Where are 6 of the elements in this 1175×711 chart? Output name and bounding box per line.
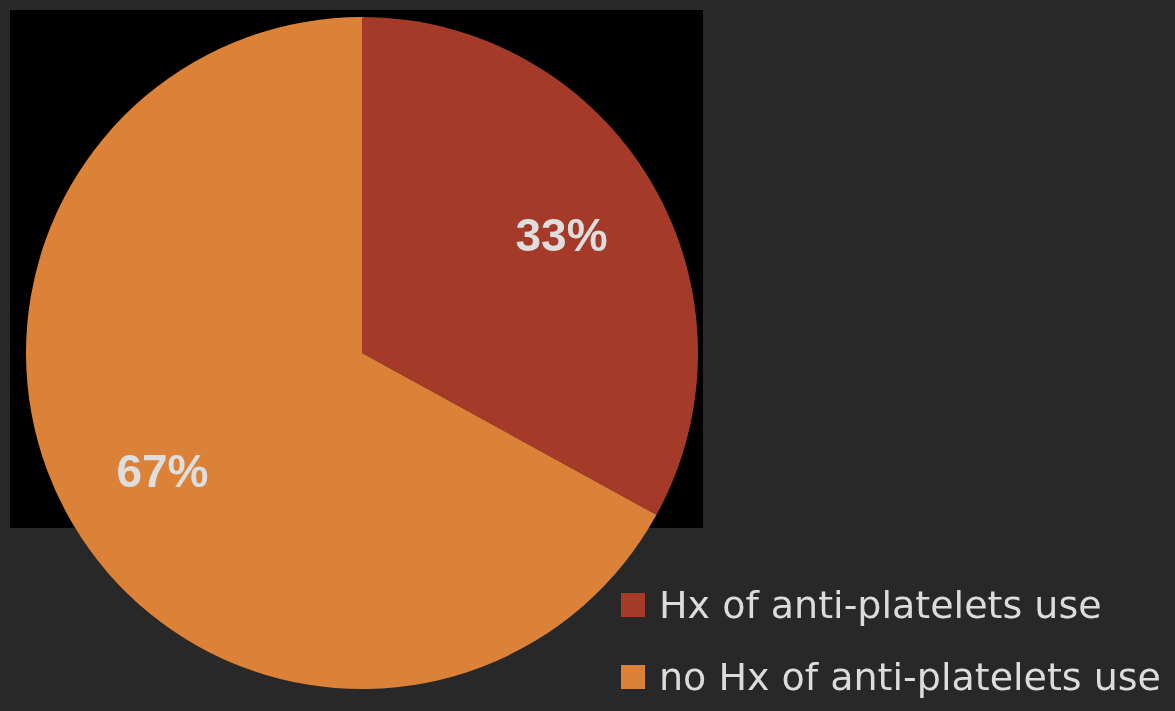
legend-label: Hx of anti-platelets use — [658, 583, 1102, 627]
data-label: 67% — [116, 445, 209, 498]
pie-slice — [362, 17, 698, 515]
data-label: 33% — [515, 208, 608, 261]
legend-label: no Hx of anti-platelets use — [658, 655, 1161, 699]
pie-slice — [26, 17, 657, 689]
